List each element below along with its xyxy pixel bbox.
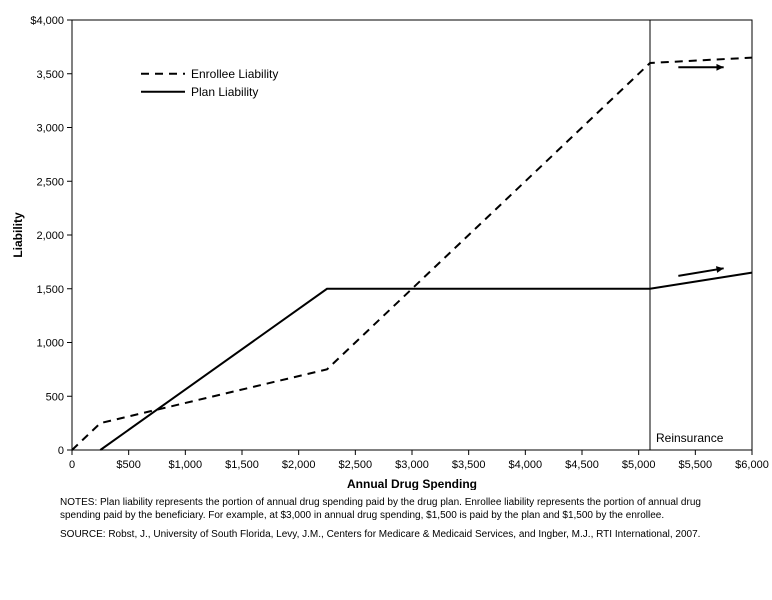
y-axis-label: Liability [11, 212, 25, 258]
notes-text: NOTES: Plan liability represents the por… [0, 490, 772, 522]
x-tick-label: $4,000 [509, 459, 543, 471]
chart-container: 0 500 1,000 1,500 2,000 2,500 3,000 3,500 $4,000… [0, 0, 772, 600]
x-tick-label: 0 [69, 459, 75, 471]
plan-liability-line [100, 273, 752, 450]
y-tick-label: 3,500 [36, 69, 64, 81]
legend-label: Enrollee Liability [191, 67, 278, 81]
liability-chart: 0 500 1,000 1,500 2,000 2,500 3,000 3,500 $4,000… [0, 0, 772, 490]
y-tick-label: 1,000 [36, 338, 64, 350]
y-tick-label: 2,000 [36, 230, 64, 242]
y-tick-label: 500 [46, 391, 64, 403]
x-tick-label: $4,500 [565, 459, 599, 471]
x-tick-label: $6,000 [735, 459, 769, 471]
x-tick-label: $5,000 [622, 459, 656, 471]
y-tick-label: $4,000 [30, 15, 64, 27]
y-tick-label: 1,500 [36, 284, 64, 296]
x-tick-label: $1,000 [169, 459, 203, 471]
x-tick-label: $1,500 [225, 459, 259, 471]
x-tick-label: $3,000 [395, 459, 429, 471]
x-tick-label: $2,000 [282, 459, 316, 471]
y-tick-label: 2,500 [36, 176, 64, 188]
x-axis-label: Annual Drug Spending [347, 477, 477, 490]
x-tick-label: $3,500 [452, 459, 486, 471]
arrow-head-icon [716, 64, 723, 71]
legend-label: Plan Liability [191, 85, 258, 99]
x-tick-label: $5,500 [679, 459, 713, 471]
x-tick-label: $2,500 [339, 459, 373, 471]
source-text: SOURCE: Robst, J., University of South F… [0, 522, 772, 541]
y-tick-label: 3,000 [36, 123, 64, 135]
y-tick-label: 0 [58, 445, 64, 457]
reinsurance-label: Reinsurance [656, 431, 724, 445]
x-tick-label: $500 [116, 459, 140, 471]
